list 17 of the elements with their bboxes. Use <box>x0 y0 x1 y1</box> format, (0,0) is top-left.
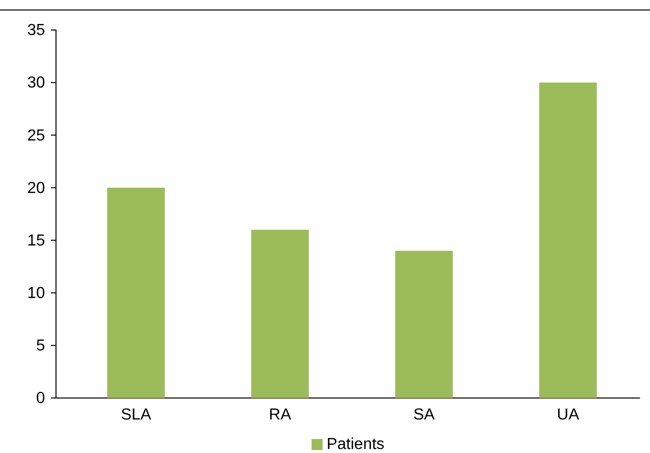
y-tick-label: 15 <box>27 232 46 250</box>
bar <box>251 230 309 398</box>
x-tick-label: RA <box>268 406 292 424</box>
y-tick-label: 0 <box>36 390 46 408</box>
bar <box>395 250 453 398</box>
y-tick-label: 20 <box>27 180 46 197</box>
bar <box>107 188 165 398</box>
y-tick-label: 35 <box>27 22 46 40</box>
x-tick-label: SA <box>413 406 435 424</box>
x-tick-label: SLA <box>120 406 152 424</box>
y-tick-label: 30 <box>27 74 46 92</box>
y-tick-label: 25 <box>27 127 46 144</box>
y-tick-label: 5 <box>36 338 46 355</box>
x-tick-label: UA <box>556 406 580 424</box>
bar <box>539 82 597 398</box>
legend-label: Patients <box>326 436 384 453</box>
y-tick-label: 10 <box>27 284 46 302</box>
